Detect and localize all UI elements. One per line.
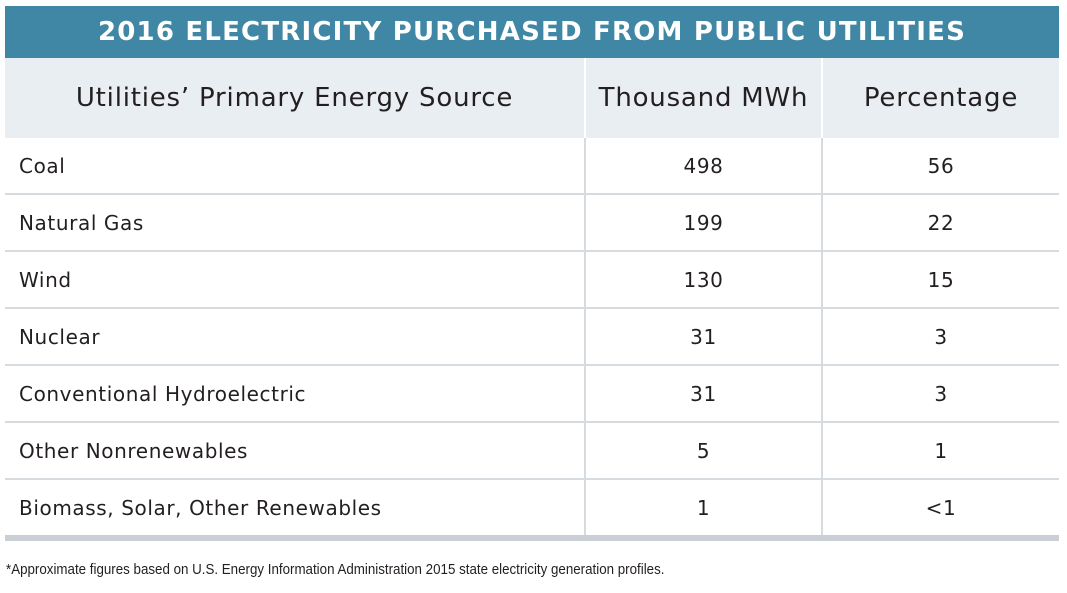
footnote: *Approximate figures based on U.S. Energ… (6, 562, 665, 578)
table-row: Nuclear 31 3 (5, 307, 1059, 365)
table-row: Conventional Hydroelectric 31 3 (5, 364, 1059, 422)
cell-percentage: 3 (821, 307, 1059, 365)
cell-percentage: 22 (821, 193, 1059, 251)
table-row: Wind 130 15 (5, 250, 1059, 308)
cell-percentage: 1 (821, 421, 1059, 479)
cell-thousand-mwh: 1 (584, 478, 822, 535)
table-body: Coal 498 56 Natural Gas 199 22 Wind 130 15 Nuclea… (5, 138, 1059, 535)
data-table-container: 2016 ELECTRICITY PURCHASED FROM PUBLIC U… (5, 6, 1059, 541)
cell-source: Coal (19, 153, 66, 178)
table-row: Natural Gas 199 22 (5, 193, 1059, 251)
cell-source: Nuclear (5, 307, 585, 365)
cell-percentage: 15 (821, 250, 1059, 308)
cell-source: Conventional Hydroelectric (5, 364, 585, 422)
cell-thousand-mwh: 31 (584, 307, 822, 365)
table-row: Coal 498 56 (5, 138, 1059, 194)
bottom-rule (5, 535, 1059, 541)
cell-source: Biomass, Solar, Other Renewables (5, 478, 585, 535)
header-row: Utilities’ Primary Energy Source Thousan… (5, 58, 1059, 138)
column-header-source: Utilities’ Primary Energy Source (5, 58, 585, 138)
data-table: Utilities’ Primary Energy Source Thousan… (5, 58, 1059, 535)
cell-percentage: 3 (821, 364, 1059, 422)
cell-percentage: <1 (821, 478, 1059, 535)
table-row: Biomass, Solar, Other Renewables 1 <1 (5, 478, 1059, 535)
cell-thousand-mwh: 5 (584, 421, 822, 479)
table-title: 2016 ELECTRICITY PURCHASED FROM PUBLIC U… (5, 6, 1059, 58)
cell-thousand-mwh: 498 (584, 138, 822, 194)
cell-thousand-mwh: 130 (584, 250, 822, 308)
column-header-mwh: Thousand MWh (584, 58, 822, 138)
cell-source: Wind (5, 250, 585, 308)
cell-thousand-mwh: 199 (584, 193, 822, 251)
cell-source: Other Nonrenewables (5, 421, 585, 479)
cell-source: Natural Gas (5, 193, 585, 251)
cell-percentage: 56 (821, 138, 1059, 194)
cell-thousand-mwh: 31 (584, 364, 822, 422)
column-header-percentage: Percentage (821, 58, 1059, 138)
table-row: Other Nonrenewables 5 1 (5, 421, 1059, 479)
